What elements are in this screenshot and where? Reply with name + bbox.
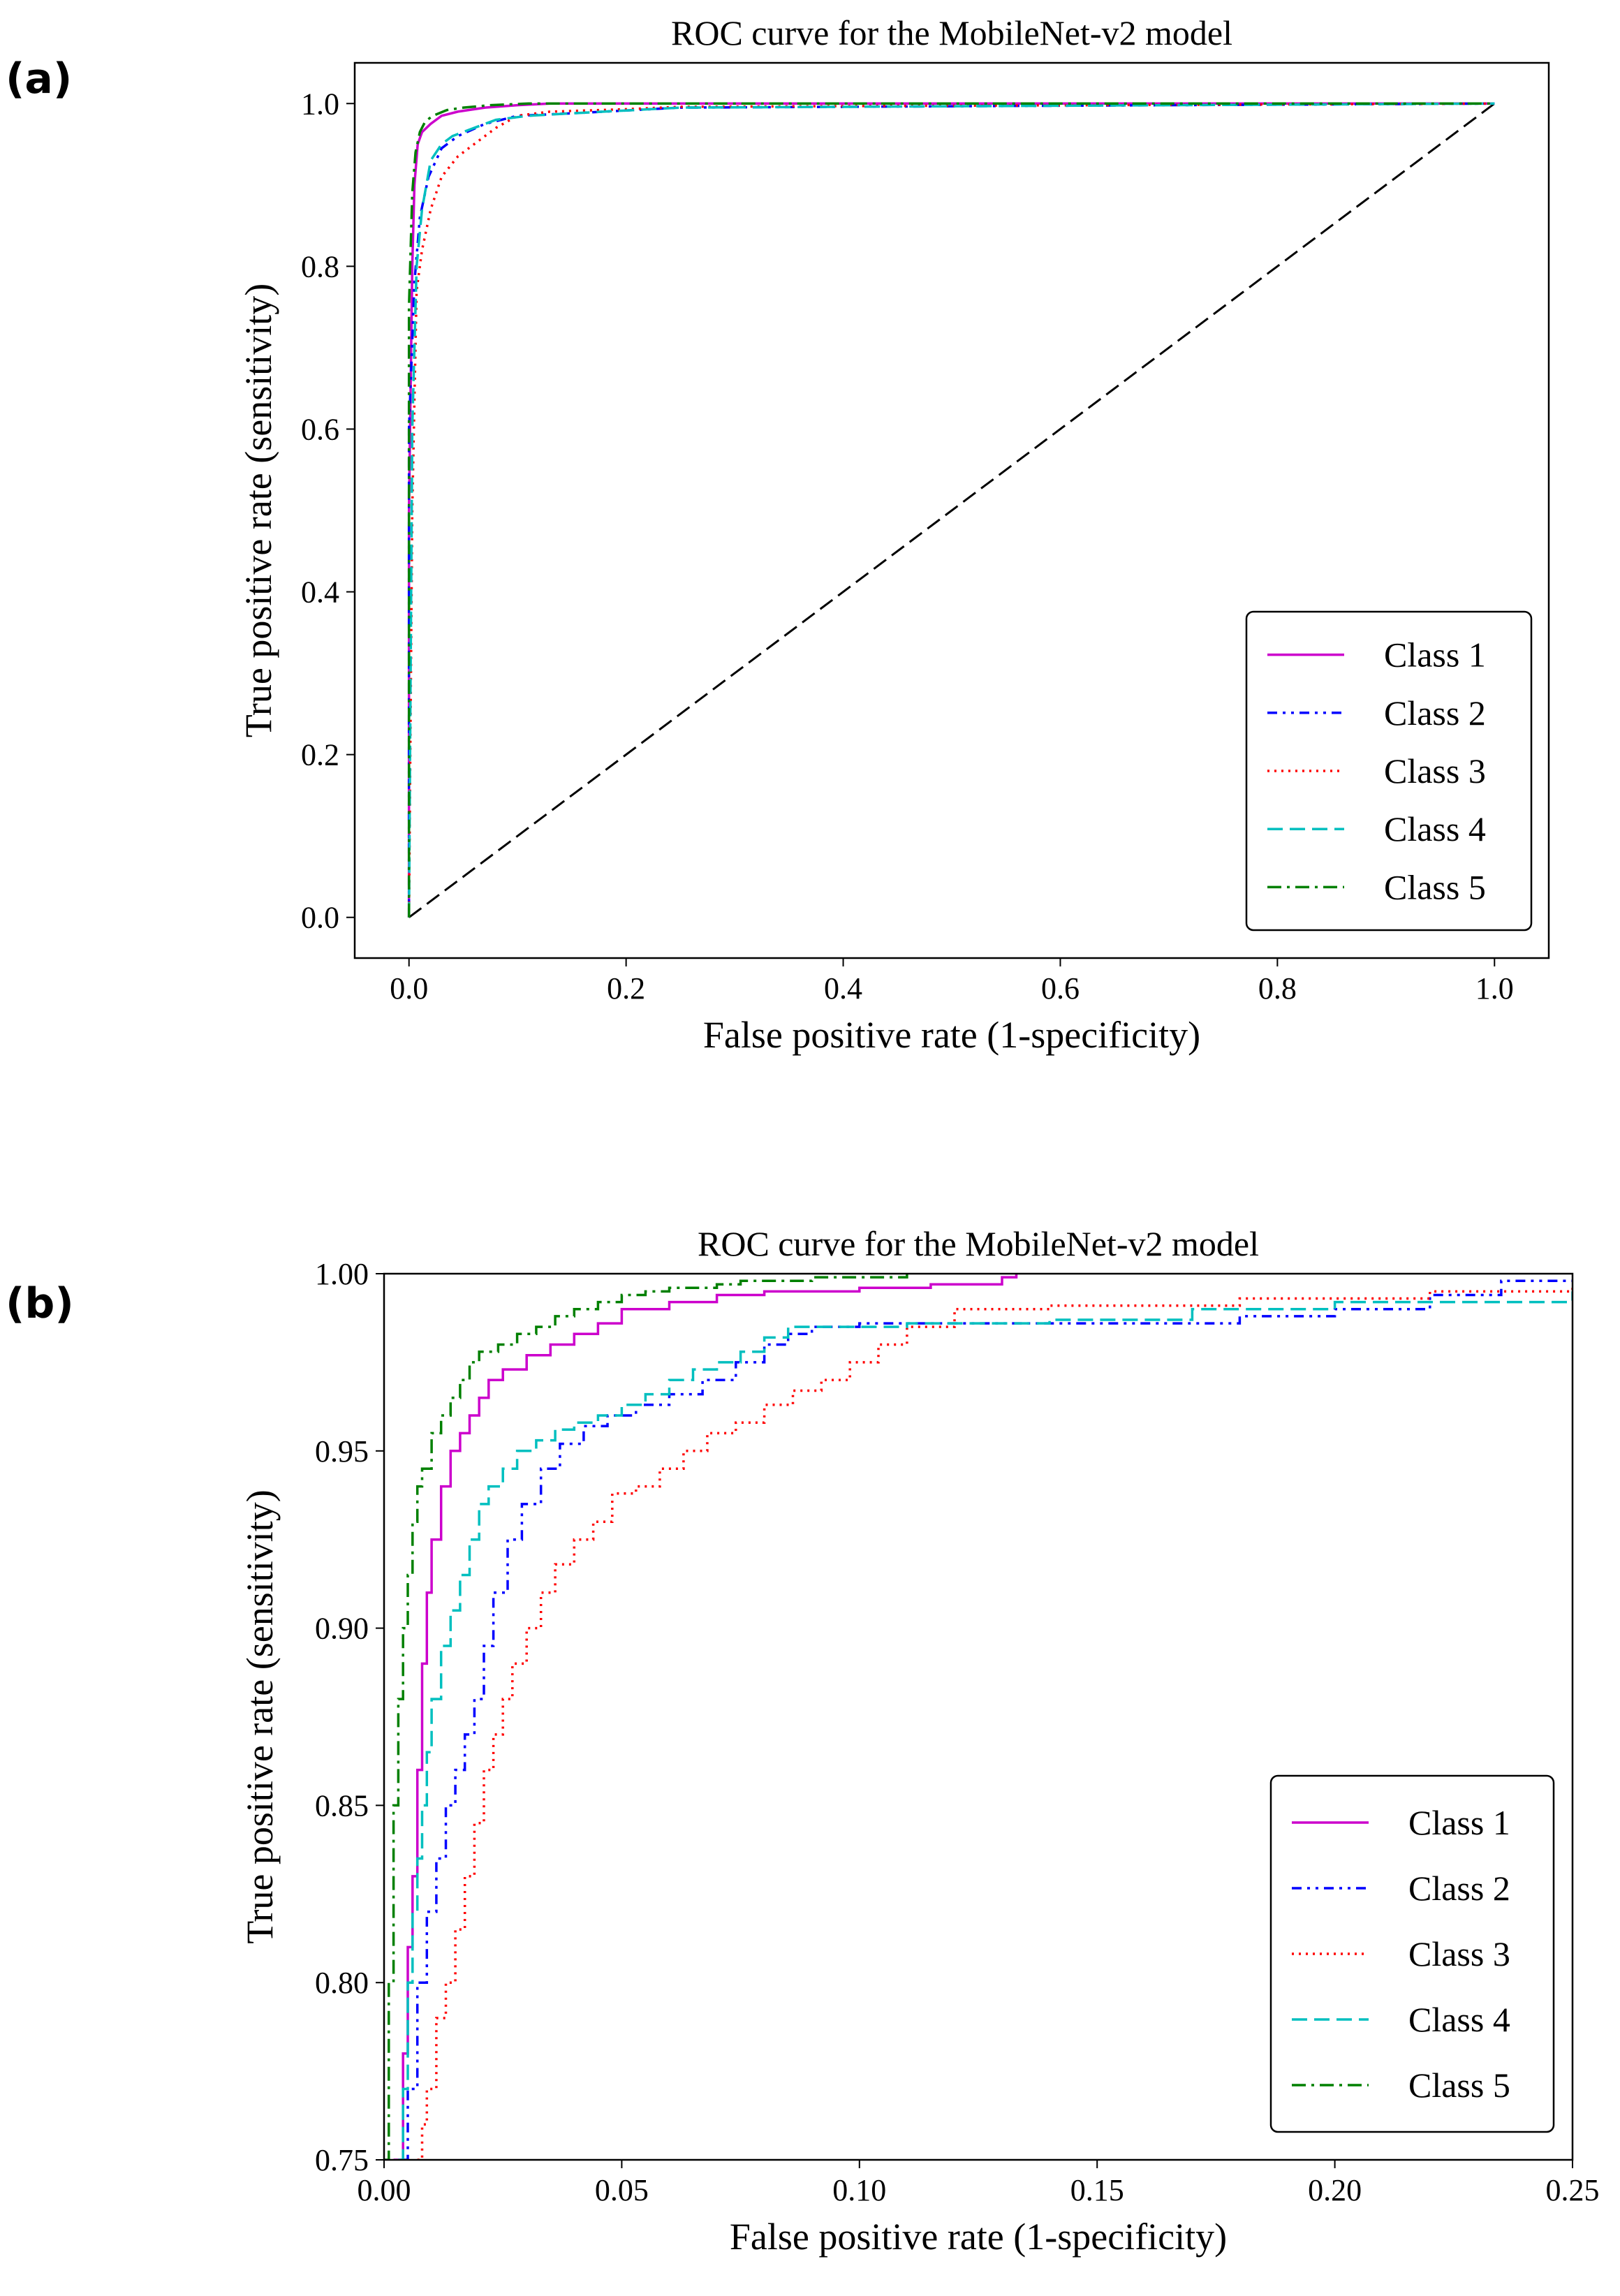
legend-box xyxy=(1269,1774,1555,2133)
axes-frame xyxy=(383,1272,1574,2161)
chance-diagonal-line xyxy=(408,103,1496,918)
chart-title: ROC curve for the MobileNet-v2 model xyxy=(698,1224,1259,1263)
y-tick-label: 0.95 xyxy=(315,1434,369,1469)
x-tick-label: 0.15 xyxy=(1070,2173,1124,2207)
legend-label-class-1: Class 1 xyxy=(1384,635,1486,675)
plot-area xyxy=(384,1274,1573,2160)
x-tick-label: 0.05 xyxy=(595,2173,649,2207)
y-tick-label: 0.90 xyxy=(315,1612,369,1646)
legend-label-class-3: Class 3 xyxy=(1408,1934,1510,1973)
legend: Class 1 Class 2 Class 3 Class 4 Class 5 xyxy=(1245,610,1533,932)
x-tick-label: 0.8 xyxy=(1258,971,1297,1006)
legend-label-class-4: Class 4 xyxy=(1384,809,1486,848)
legend-label-class-2: Class 2 xyxy=(1408,1869,1510,1908)
axes-frame xyxy=(353,61,1550,959)
y-axis-label: True positive rate (sensitivity) xyxy=(237,284,279,737)
x-tick-label: 0.10 xyxy=(832,2173,886,2207)
x-tick-label: 0.25 xyxy=(1546,2173,1600,2207)
series-line-class-2 xyxy=(403,1279,1573,2160)
x-tick-label: 0.6 xyxy=(1041,971,1080,1006)
series-line-class-5 xyxy=(407,102,1495,918)
series-line-class-1 xyxy=(407,102,1495,918)
x-axis-label: False positive rate (1-specificity) xyxy=(730,2216,1227,2258)
legend-label-class-1: Class 1 xyxy=(1408,1803,1510,1842)
y-tick-label: 1.0 xyxy=(301,87,339,121)
y-tick-label: 0.0 xyxy=(301,901,339,935)
y-tick-label: 1.00 xyxy=(315,1257,369,1291)
x-tick-label: 0.2 xyxy=(607,971,645,1006)
legend-label-class-5: Class 5 xyxy=(1384,867,1486,906)
legend-box xyxy=(1245,610,1533,932)
roc-chart-zoomed: ROC curve for the MobileNet-v2 model 0.00… xyxy=(239,1224,1600,2258)
y-tick-label: 0.4 xyxy=(301,575,339,610)
legend-label-class-2: Class 2 xyxy=(1384,693,1486,733)
y-tick-label: 0.80 xyxy=(315,1966,369,2000)
panel-label-b: (b) xyxy=(6,1279,74,1328)
legend-label-class-5: Class 5 xyxy=(1408,2066,1510,2105)
y-tick-label: 0.2 xyxy=(301,738,339,772)
roc-chart-full: ROC curve for the MobileNet-v2 model 0.0 0… xyxy=(237,13,1550,1056)
series-line-class-5 xyxy=(384,1274,908,2160)
series-line-class-4 xyxy=(407,102,1495,918)
plot-area xyxy=(407,102,1496,918)
legend-label-class-3: Class 3 xyxy=(1384,751,1486,790)
x-tick-label: 0.0 xyxy=(390,971,428,1006)
y-tick-label: 0.75 xyxy=(315,2143,369,2177)
series-line-class-1 xyxy=(393,1274,1018,2160)
y-axis-label: True positive rate (sensitivity) xyxy=(239,1489,281,1943)
x-tick-label: 0.20 xyxy=(1308,2173,1362,2207)
x-tick-label: 0.00 xyxy=(358,2173,411,2207)
series-line-class-4 xyxy=(398,1291,1573,2160)
series-line-class-2 xyxy=(407,102,1495,918)
y-tick-label: 0.6 xyxy=(301,412,339,446)
x-tick-label: 1.0 xyxy=(1475,971,1514,1006)
legend: Class 1 Class 2 Class 3 Class 4 Class 5 xyxy=(1269,1774,1555,2133)
chart-title: ROC curve for the MobileNet-v2 model xyxy=(671,13,1232,52)
legend-label-class-4: Class 4 xyxy=(1408,2000,1510,2039)
panel-label-a: (a) xyxy=(6,54,73,103)
x-axis-label: False positive rate (1-specificity) xyxy=(703,1014,1200,1056)
y-tick-label: 0.85 xyxy=(315,1788,369,1823)
x-tick-label: 0.4 xyxy=(824,971,862,1006)
y-tick-label: 0.8 xyxy=(301,249,339,284)
